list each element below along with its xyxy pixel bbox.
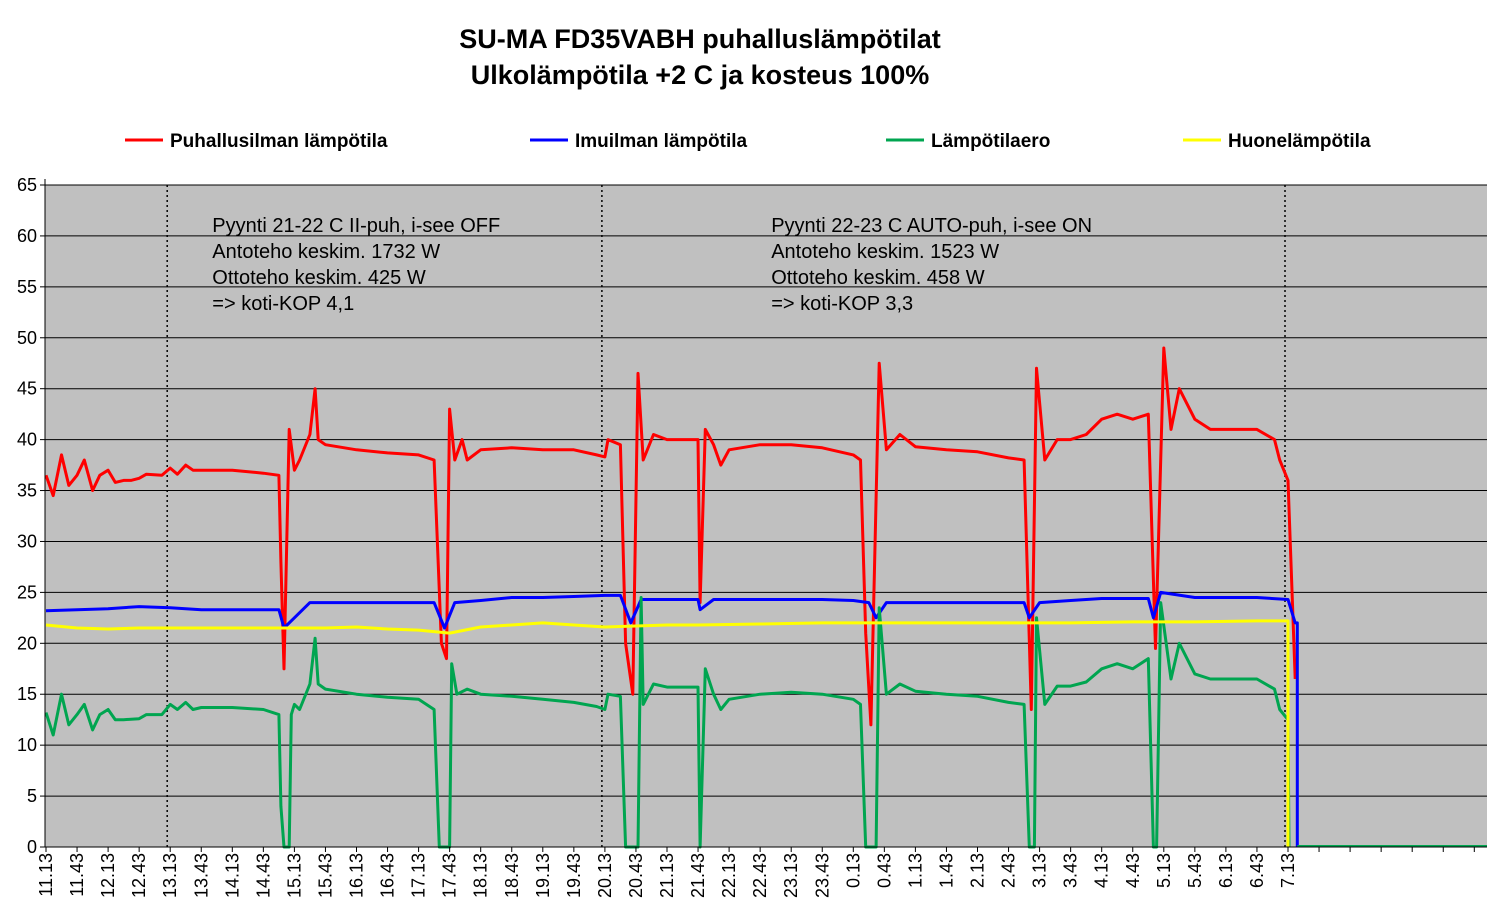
series-line-imuilman-l-mp-tila bbox=[45, 590, 1299, 847]
x-tick-label: 17.43 bbox=[440, 853, 460, 898]
x-tick-label: 12.13 bbox=[98, 853, 118, 898]
y-tick-label: 40 bbox=[17, 430, 37, 450]
y-tick-label: 60 bbox=[17, 226, 37, 246]
x-tick-label: 11.43 bbox=[67, 853, 87, 897]
annotation-text: Ottoteho keskim. 458 W bbox=[771, 267, 985, 289]
y-tick-label: 25 bbox=[17, 582, 37, 602]
legend: Puhallusilman lämpötila Imuilman lämpötil… bbox=[125, 131, 1371, 152]
x-tick-label: 21.13 bbox=[657, 853, 677, 898]
x-tick-label: 15.43 bbox=[315, 853, 335, 898]
legend-label: Lämpötilaero bbox=[931, 131, 1050, 152]
x-tick-label: 0.43 bbox=[874, 853, 894, 888]
x-tick-label: 4.43 bbox=[1123, 853, 1143, 888]
x-tick-label: 20.43 bbox=[626, 853, 646, 898]
x-tick-label: 23.43 bbox=[812, 853, 832, 898]
annotations: Pyynti 21-22 C II-puh, i-see OFF Antoteho… bbox=[212, 215, 1092, 315]
x-tick-label: 6.43 bbox=[1247, 853, 1267, 888]
x-tick-label: 5.13 bbox=[1154, 853, 1174, 888]
x-tick-label: 23.13 bbox=[781, 853, 801, 898]
x-tick-label: 13.43 bbox=[191, 853, 211, 898]
y-tick-label: 30 bbox=[17, 531, 37, 551]
x-tick-label: 14.13 bbox=[222, 853, 242, 898]
y-tick-labels: 0 5 10 15 20 25 30 35 40 45 50 55 60 65 bbox=[17, 175, 37, 857]
x-tick-label: 21.43 bbox=[688, 853, 708, 898]
x-tick-label: 19.43 bbox=[564, 853, 584, 898]
annotation-text: => koti-KOP 3,3 bbox=[771, 293, 913, 315]
x-tick-label: 16.43 bbox=[378, 853, 398, 898]
x-tick-label: 18.13 bbox=[471, 853, 491, 898]
x-tick-label: 20.13 bbox=[595, 853, 615, 898]
x-tick-label: 1.43 bbox=[936, 853, 956, 888]
y-tick-label: 45 bbox=[17, 379, 37, 399]
x-tick-label: 17.13 bbox=[409, 853, 429, 898]
chart-title: SU-MA FD35VABH puhalluslämpötilat bbox=[459, 24, 941, 54]
annotation-text: Ottoteho keskim. 425 W bbox=[212, 267, 426, 289]
annotation-text: => koti-KOP 4,1 bbox=[212, 293, 354, 315]
y-tick-label: 20 bbox=[17, 633, 37, 653]
x-tick-label: 16.13 bbox=[347, 853, 367, 898]
y-tick-label: 0 bbox=[27, 837, 37, 857]
series-line-huonel-mp-tila bbox=[45, 619, 1290, 847]
y-tick-label: 10 bbox=[17, 735, 37, 755]
x-tick-label: 3.43 bbox=[1061, 853, 1081, 888]
x-tick-label: 19.13 bbox=[533, 853, 553, 898]
x-tick-label: 11.13 bbox=[36, 853, 56, 897]
x-tick-labels: 11.13 11.43 12.13 12.43 13.13 13.43 14.13 14.43… bbox=[36, 847, 1475, 898]
x-tick-label: 22.43 bbox=[750, 853, 770, 898]
y-tick-label: 15 bbox=[17, 684, 37, 704]
legend-label: Puhallusilman lämpötila bbox=[170, 131, 388, 152]
x-tick-label: 13.13 bbox=[160, 853, 180, 898]
y-tick-label: 35 bbox=[17, 481, 37, 501]
x-tick-label: 12.43 bbox=[129, 853, 149, 898]
chart-subtitle: Ulkolämpötila +2 C ja kosteus 100% bbox=[471, 60, 929, 90]
annotation-text: Pyynti 22-23 C AUTO-puh, i-see ON bbox=[771, 215, 1092, 237]
y-tick-label: 65 bbox=[17, 175, 37, 195]
y-tick-label: 55 bbox=[17, 277, 37, 297]
y-tick-label: 5 bbox=[27, 786, 37, 806]
annotation-text: Antoteho keskim. 1523 W bbox=[771, 241, 999, 263]
legend-label: Huonelämpötila bbox=[1228, 131, 1371, 152]
axes bbox=[44, 179, 1487, 848]
x-tick-label: 18.43 bbox=[502, 853, 522, 898]
x-tick-label: 1.13 bbox=[905, 853, 925, 888]
plot-area bbox=[45, 185, 1487, 847]
series-line-puhallusilman-l-mp-tila bbox=[44, 346, 1297, 727]
x-tick-label: 5.43 bbox=[1185, 853, 1205, 888]
x-tick-label: 2.13 bbox=[968, 853, 988, 888]
annotation-text: Antoteho keskim. 1732 W bbox=[212, 241, 440, 263]
legend-label: Imuilman lämpötila bbox=[575, 131, 748, 152]
x-tick-label: 3.13 bbox=[1030, 853, 1050, 888]
x-tick-label: 6.13 bbox=[1216, 853, 1236, 888]
x-tick-label: 4.13 bbox=[1092, 853, 1112, 888]
x-tick-label: 0.13 bbox=[843, 853, 863, 888]
annotation-text: Pyynti 21-22 C II-puh, i-see OFF bbox=[212, 215, 500, 237]
y-tick-label: 50 bbox=[17, 328, 37, 348]
x-tick-label: 22.13 bbox=[719, 853, 739, 898]
x-tick-label: 14.43 bbox=[253, 853, 273, 898]
x-tick-label: 7.13 bbox=[1278, 853, 1298, 888]
x-tick-label: 2.43 bbox=[999, 853, 1019, 888]
x-tick-label: 15.13 bbox=[284, 853, 304, 898]
vertical-markers bbox=[166, 185, 1286, 847]
